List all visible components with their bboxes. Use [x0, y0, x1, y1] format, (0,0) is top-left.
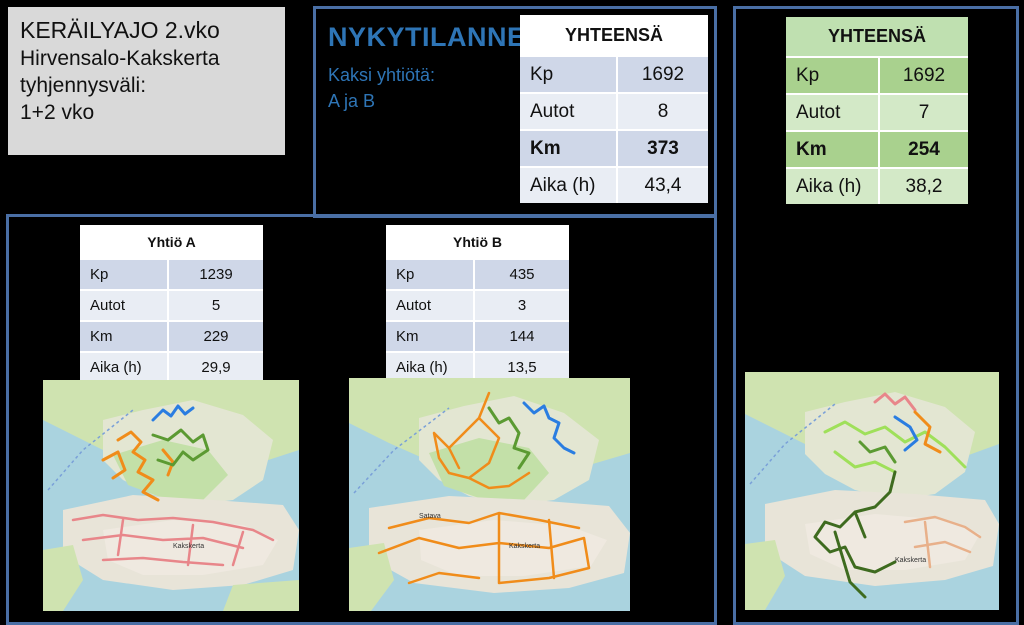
companies-frame [6, 214, 717, 625]
new-plan-route-map: Kakskerta [745, 372, 999, 610]
row-value: 254 [878, 130, 968, 168]
row-value: 43,4 [616, 166, 708, 203]
map-b-svg: Kakskerta Satava [349, 378, 630, 611]
table-row: Km 254 [786, 130, 968, 168]
company-a-table: Yhtiö A Kp 1239 Autot 5 Km 229 Aika (h) … [80, 225, 263, 382]
subtitle-line-2: A ja B [328, 91, 376, 111]
map-c-svg: Kakskerta [745, 372, 999, 610]
row-value: 3 [473, 289, 569, 321]
table-row: Kp 1239 [80, 258, 263, 290]
row-value: 1239 [167, 258, 263, 290]
interval-label: tyhjennysväli: [20, 74, 147, 97]
table-header: YHTEENSÄ [520, 15, 708, 56]
row-label: Aika (h) [520, 166, 617, 203]
table-row: Aika (h) 38,2 [786, 167, 968, 204]
map-c-label-kakskerta: Kakskerta [895, 557, 926, 564]
row-label: Km [386, 320, 474, 352]
row-label: Kp [80, 258, 168, 290]
table-row: Aika (h) 43,4 [520, 166, 708, 203]
row-label: Km [786, 130, 879, 168]
row-value: 7 [878, 93, 968, 131]
row-label: Autot [80, 289, 168, 321]
row-label: Autot [520, 92, 617, 130]
table-row: Km 229 [80, 320, 263, 352]
row-label: Kp [520, 55, 617, 93]
row-value: 38,2 [878, 167, 968, 204]
row-value: 229 [167, 320, 263, 352]
row-label: Autot [386, 289, 474, 321]
slide-title: KERÄILYAJO 2.vko [20, 17, 220, 43]
row-value: 8 [616, 92, 708, 130]
row-value: 5 [167, 289, 263, 321]
row-label: Aika (h) [386, 351, 474, 382]
new-plan-total-table: YHTEENSÄ Kp 1692 Autot 7 Km 254 Aika (h)… [786, 17, 968, 204]
row-label: Km [520, 129, 617, 167]
interval-value: 1+2 vko [20, 101, 95, 124]
row-value: 373 [616, 129, 708, 167]
table-header: YHTEENSÄ [786, 17, 968, 57]
table-row: Aika (h) 13,5 [386, 351, 569, 382]
company-b-route-map: Kakskerta Satava [349, 378, 630, 611]
current-situation-subtitle: Kaksi yhtiötä: A ja B [328, 62, 435, 114]
table-row: Autot 8 [520, 92, 708, 130]
row-label: Kp [386, 258, 474, 290]
table-header: Yhtiö B [386, 225, 569, 259]
area-name: Hirvensalo-Kakskerta [20, 47, 220, 70]
subtitle-line-1: Kaksi yhtiötä: [328, 65, 436, 85]
row-value: 1692 [616, 55, 708, 93]
current-total-table: YHTEENSÄ Kp 1692 Autot 8 Km 373 Aika (h)… [520, 15, 708, 203]
table-row: Km 373 [520, 129, 708, 167]
table-row: Kp 435 [386, 258, 569, 290]
row-value: 13,5 [473, 351, 569, 382]
new-plan-frame [733, 6, 1019, 625]
row-value: 144 [473, 320, 569, 352]
row-value: 29,9 [167, 351, 263, 382]
table-row: Kp 1692 [786, 56, 968, 94]
table-row: Autot 7 [786, 93, 968, 131]
table-row: Autot 3 [386, 289, 569, 321]
table-row: Km 144 [386, 320, 569, 352]
row-label: Aika (h) [80, 351, 168, 382]
row-label: Km [80, 320, 168, 352]
map-a-svg: Kakskerta [43, 380, 299, 611]
table-header: Yhtiö A [80, 225, 263, 259]
company-b-table: Yhtiö B Kp 435 Autot 3 Km 144 Aika (h) 1… [386, 225, 569, 382]
map-b-label-kakskerta: Kakskerta [509, 543, 540, 550]
row-value: 435 [473, 258, 569, 290]
table-row: Aika (h) 29,9 [80, 351, 263, 382]
map-b-label-satava: Satava [419, 513, 441, 520]
table-row: Autot 5 [80, 289, 263, 321]
row-label: Kp [786, 56, 879, 94]
row-value: 1692 [878, 56, 968, 94]
table-row: Kp 1692 [520, 55, 708, 93]
row-label: Autot [786, 93, 879, 131]
company-a-route-map: Kakskerta [43, 380, 299, 611]
current-situation-title: NYKYTILANNE [328, 22, 526, 52]
row-label: Aika (h) [786, 167, 879, 204]
title-box: KERÄILYAJO 2.vko Hirvensalo-Kakskerta ty… [8, 7, 285, 155]
map-a-label-kakskerta: Kakskerta [173, 543, 204, 550]
